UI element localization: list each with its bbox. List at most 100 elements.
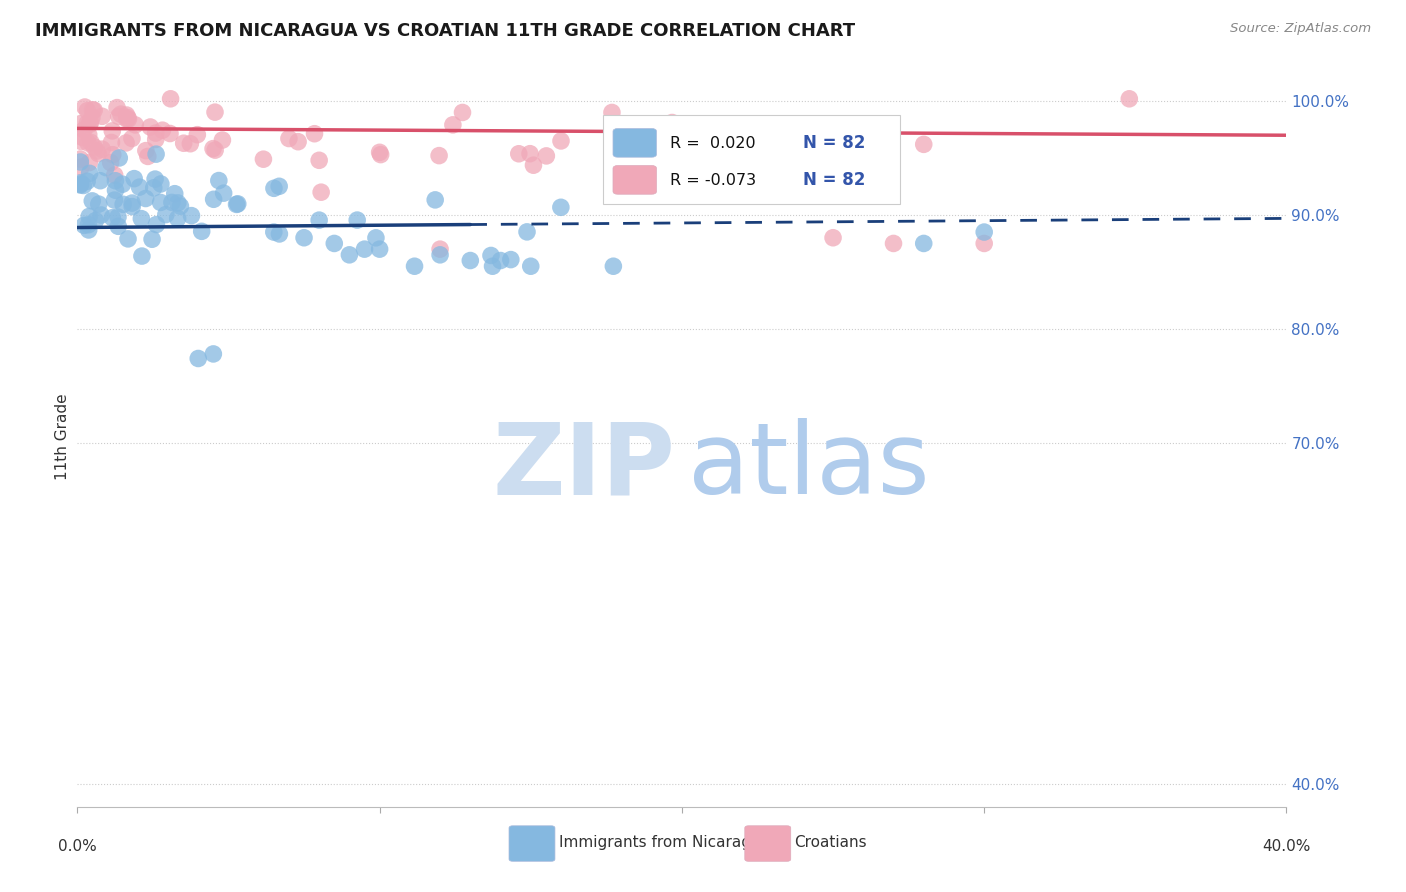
Point [121, 196, 143, 211]
Point [364, 231, 387, 245]
Point [346, 213, 368, 227]
Point [602, 259, 624, 273]
Point [87, 197, 110, 211]
Point [73, 100, 96, 114]
Point [368, 145, 391, 160]
Y-axis label: 11th Grade: 11th Grade [55, 393, 70, 481]
Text: N = 82: N = 82 [803, 171, 865, 189]
Point [80, 111, 103, 125]
Point [519, 146, 541, 161]
Point [263, 181, 285, 195]
Point [166, 195, 188, 210]
Point [142, 181, 165, 195]
Point [101, 211, 124, 225]
Point [87, 146, 110, 161]
Point [86, 144, 108, 158]
Point [69, 177, 91, 191]
Point [72, 178, 94, 193]
Point [117, 232, 139, 246]
Point [69, 176, 91, 190]
Point [912, 137, 935, 152]
Point [82, 103, 104, 117]
Point [76, 103, 98, 118]
FancyBboxPatch shape [613, 166, 657, 194]
Point [111, 178, 134, 192]
Point [225, 197, 247, 211]
Point [516, 225, 538, 239]
Point [149, 195, 172, 210]
Point [76, 116, 98, 130]
Point [226, 197, 249, 211]
Point [107, 210, 129, 224]
Point [508, 146, 530, 161]
Point [107, 109, 129, 123]
Point [104, 183, 127, 197]
Point [128, 180, 150, 194]
Point [77, 128, 100, 142]
Text: 0.0%: 0.0% [58, 839, 97, 855]
Point [278, 131, 301, 145]
Text: IMMIGRANTS FROM NICARAGUA VS CROATIAN 11TH GRADE CORRELATION CHART: IMMIGRANTS FROM NICARAGUA VS CROATIAN 11… [35, 22, 855, 40]
Point [451, 105, 474, 120]
Point [91, 142, 114, 156]
Point [159, 92, 181, 106]
Point [145, 126, 167, 140]
Point [337, 248, 360, 262]
FancyBboxPatch shape [745, 826, 790, 862]
Point [308, 153, 330, 168]
Point [883, 236, 905, 251]
Point [139, 120, 162, 134]
Point [117, 111, 139, 125]
Point [94, 161, 117, 175]
Point [204, 105, 226, 120]
Point [731, 130, 754, 145]
Point [263, 225, 285, 239]
Point [69, 117, 91, 131]
Point [610, 139, 633, 153]
Text: R =  0.020: R = 0.020 [669, 136, 755, 151]
Point [807, 136, 830, 150]
Point [202, 142, 225, 156]
Point [159, 127, 181, 141]
Point [458, 253, 481, 268]
Point [323, 236, 346, 251]
Point [169, 199, 191, 213]
Point [83, 103, 105, 118]
Point [69, 152, 91, 166]
Point [145, 218, 167, 232]
Point [536, 149, 558, 163]
Point [77, 155, 100, 169]
Point [190, 224, 212, 238]
Point [136, 149, 159, 163]
Point [79, 115, 101, 129]
Point [821, 231, 844, 245]
Point [368, 242, 391, 256]
Point [427, 148, 450, 162]
Point [212, 186, 235, 201]
Point [104, 168, 127, 182]
Point [79, 117, 101, 131]
Point [659, 125, 682, 139]
Point [912, 236, 935, 251]
Point [166, 211, 188, 226]
Point [441, 118, 464, 132]
Point [117, 112, 139, 127]
Point [91, 109, 114, 123]
Point [160, 195, 183, 210]
Point [429, 248, 451, 262]
Point [671, 142, 693, 156]
Point [79, 166, 101, 180]
FancyBboxPatch shape [613, 128, 657, 157]
Point [252, 152, 274, 166]
Point [121, 200, 143, 214]
Point [112, 197, 135, 211]
Point [101, 147, 124, 161]
Text: R = -0.073: R = -0.073 [669, 173, 756, 187]
Point [269, 227, 291, 241]
Point [550, 200, 572, 214]
Point [202, 192, 225, 206]
FancyBboxPatch shape [603, 115, 900, 204]
Text: Source: ZipAtlas.com: Source: ZipAtlas.com [1230, 22, 1371, 36]
Point [101, 124, 124, 138]
Point [77, 223, 100, 237]
